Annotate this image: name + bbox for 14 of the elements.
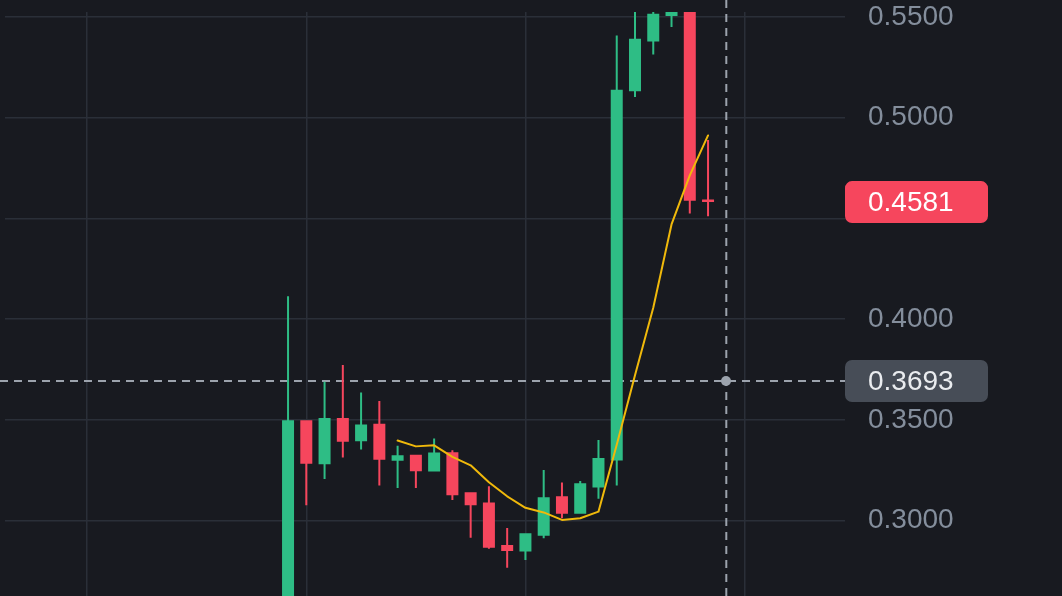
text: 0.4581 <box>868 185 954 217</box>
candlestick <box>702 140 715 217</box>
y-tick-label: 0.3000 <box>868 503 954 535</box>
candlestick <box>665 12 678 27</box>
y-tick-label: 0.5000 <box>868 100 954 132</box>
candlestick <box>355 392 368 450</box>
y-tick-label: 0.5500 <box>868 0 954 31</box>
ref-line-label: 0.3693 <box>868 364 954 396</box>
candlestick <box>501 527 514 568</box>
candlestick <box>391 445 404 489</box>
candlestick <box>336 365 349 458</box>
y-tick-label: 0.4000 <box>868 301 954 333</box>
candlestick <box>464 492 477 538</box>
y-tick-label: 0.3500 <box>868 402 954 434</box>
